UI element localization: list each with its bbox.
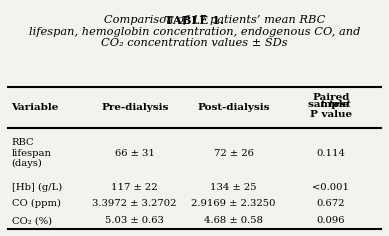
Text: Variable: Variable xyxy=(12,103,59,112)
Text: Post-dialysis: Post-dialysis xyxy=(198,103,270,112)
Text: 4.68 ± 0.58: 4.68 ± 0.58 xyxy=(204,216,263,225)
Text: t test: t test xyxy=(296,100,351,109)
Text: 0.114: 0.114 xyxy=(316,149,345,158)
Text: 72 ± 26: 72 ± 26 xyxy=(214,149,254,158)
Text: 2.9169 ± 2.3250: 2.9169 ± 2.3250 xyxy=(191,199,276,208)
Text: 3.3972 ± 3.2702: 3.3972 ± 3.2702 xyxy=(93,199,177,208)
Text: 0.672: 0.672 xyxy=(317,199,345,208)
Text: CO (ppm): CO (ppm) xyxy=(12,199,61,208)
Text: 5.03 ± 0.63: 5.03 ± 0.63 xyxy=(105,216,164,225)
Text: RBC
lifespan
(days): RBC lifespan (days) xyxy=(12,139,51,168)
Text: sample: sample xyxy=(308,100,353,109)
Text: Paired: Paired xyxy=(312,93,349,102)
Text: [Hb] (g/L): [Hb] (g/L) xyxy=(12,182,62,192)
Text: Pre-dialysis: Pre-dialysis xyxy=(101,103,168,112)
Text: TABLE 1.: TABLE 1. xyxy=(165,15,224,26)
Text: P value: P value xyxy=(310,110,352,119)
Text: CO₂ (%): CO₂ (%) xyxy=(12,216,52,225)
Text: 134 ± 25: 134 ± 25 xyxy=(210,182,257,191)
Text: 0.096: 0.096 xyxy=(317,216,345,225)
Text: 117 ± 22: 117 ± 22 xyxy=(111,182,158,191)
Text: Comparison of 17 patients’ mean RBC
lifespan, hemoglobin concentration, endogeno: Comparison of 17 patients’ mean RBC life… xyxy=(29,15,360,48)
Text: <0.001: <0.001 xyxy=(312,182,349,191)
Text: 66 ± 31: 66 ± 31 xyxy=(115,149,155,158)
